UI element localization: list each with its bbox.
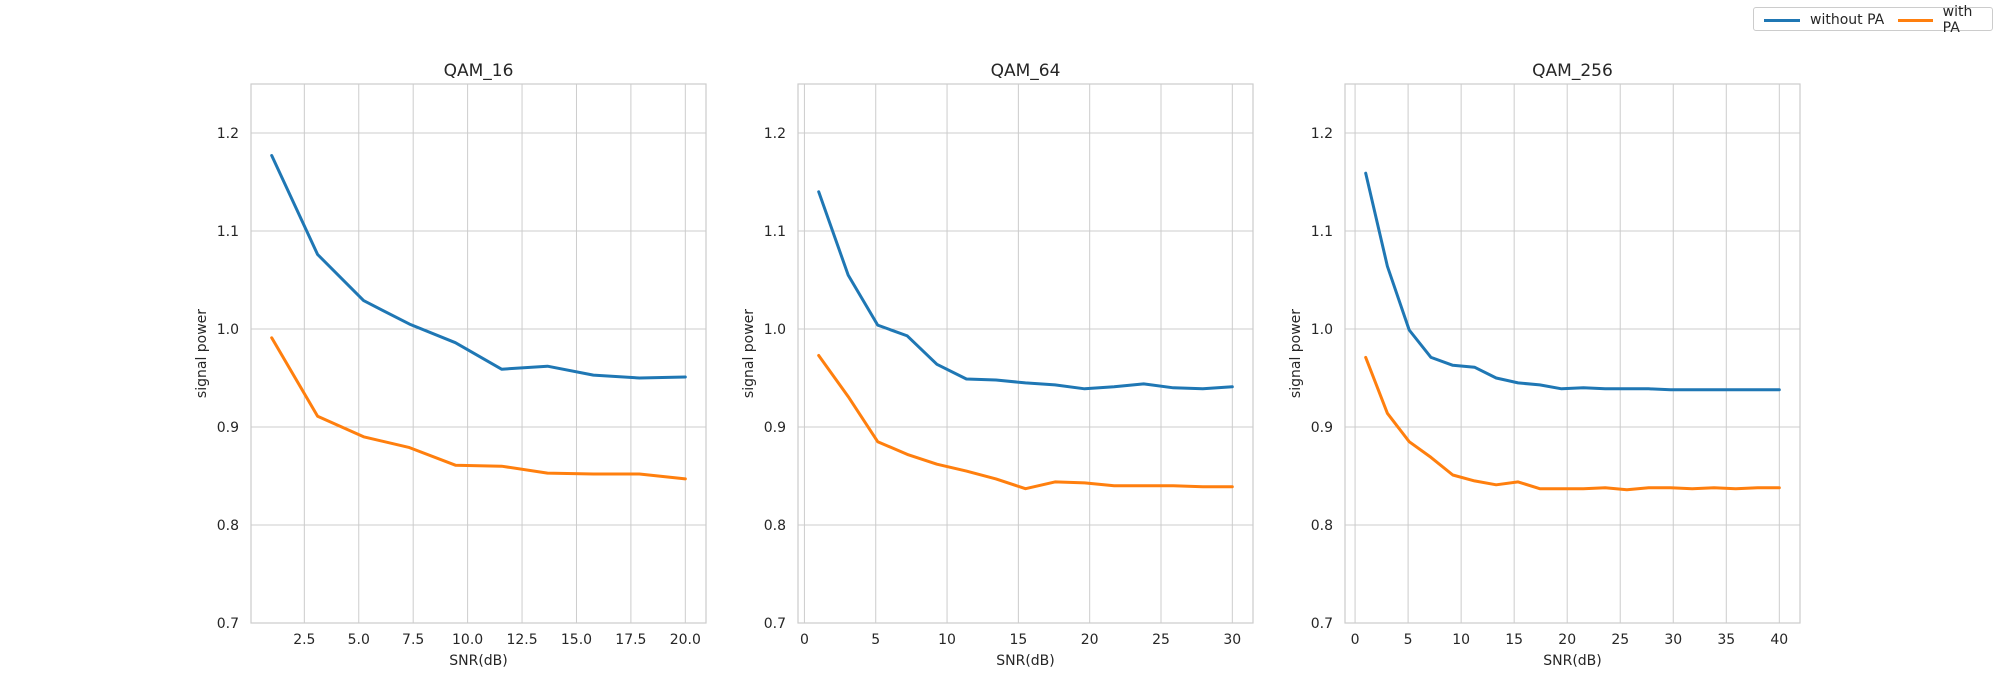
x-tick-label: 10 <box>938 632 956 648</box>
plot-frame <box>250 83 707 624</box>
x-tick-label: 20.0 <box>670 632 701 648</box>
legend-label-with-pa: with PA <box>1942 4 1973 36</box>
series-line-with-pa <box>817 354 1234 491</box>
x-tick-label: 15 <box>1009 632 1027 648</box>
x-tick-label: 30 <box>1664 632 1682 648</box>
x-tick-label: 20 <box>1081 632 1099 648</box>
y-tick-label: 0.7 <box>764 616 786 632</box>
y-tick-label: 1.1 <box>764 224 786 240</box>
y-tick-label: 1.2 <box>764 126 786 142</box>
series-line-with-pa <box>1364 355 1781 492</box>
y-tick-label: 0.7 <box>217 616 239 632</box>
x-tick-label: 15 <box>1505 632 1523 648</box>
x-tick-label: 0 <box>1351 632 1360 648</box>
y-tick-label: 0.9 <box>764 420 786 436</box>
y-tick-label: 0.9 <box>1311 420 1333 436</box>
x-tick-label: 25 <box>1611 632 1629 648</box>
chart-title: QAM_16 <box>444 61 514 81</box>
x-tick-label: 40 <box>1770 632 1788 648</box>
legend-item-with-pa: with PA <box>1898 4 1992 36</box>
y-tick-label: 1.0 <box>764 322 786 338</box>
y-tick-label: 0.8 <box>217 518 239 534</box>
x-tick-label: 17.5 <box>615 632 646 648</box>
chart-title: QAM_64 <box>991 61 1061 81</box>
y-axis-label: signal power <box>1288 309 1304 398</box>
y-tick-label: 0.8 <box>1311 518 1333 534</box>
x-tick-label: 7.5 <box>402 632 424 648</box>
y-tick-label: 0.9 <box>217 420 239 436</box>
x-axis-label: SNR(dB) <box>996 653 1055 669</box>
series-line-without-pa <box>1364 171 1781 392</box>
subplot-qam_64: 0.7 0.8 0.9 1.0 1.1 1.2 0 5 10 15 20 25 30 QAM_64 SNR(… <box>741 61 1254 669</box>
x-axis-label: SNR(dB) <box>449 653 508 669</box>
legend-swatch-with-pa <box>1898 18 1933 22</box>
x-tick-label: 0 <box>800 632 809 648</box>
y-tick-label: 1.1 <box>217 224 239 240</box>
subplot-qam_256: 0.7 0.8 0.9 1.0 1.1 1.2 0 5 10 15 20 25 30 35 40 QAM_25… <box>1288 61 1801 669</box>
y-tick-label: 1.1 <box>1311 224 1333 240</box>
y-axis-label: signal power <box>741 309 757 398</box>
series-line-without-pa <box>270 154 687 380</box>
x-tick-label: 15.0 <box>561 632 592 648</box>
y-tick-label: 1.0 <box>217 322 239 338</box>
x-tick-label: 5.0 <box>348 632 370 648</box>
y-tick-label: 0.7 <box>1311 616 1333 632</box>
y-axis-label: signal power <box>194 309 210 398</box>
y-tick-label: 0.8 <box>764 518 786 534</box>
x-tick-label: 20 <box>1558 632 1576 648</box>
x-tick-label: 12.5 <box>506 632 537 648</box>
series-line-without-pa <box>817 190 1234 391</box>
x-tick-label: 5 <box>1404 632 1413 648</box>
x-tick-label: 5 <box>871 632 880 648</box>
subplot-qam_16: 0.7 0.8 0.9 1.0 1.1 1.2 2.5 5.0 7.5 10.0 12.5 15.0 1… <box>194 61 707 669</box>
y-tick-label: 1.2 <box>1311 126 1333 142</box>
y-tick-label: 1.2 <box>217 126 239 142</box>
chart-title: QAM_256 <box>1532 61 1613 81</box>
legend-item-without-pa: without PA <box>1764 11 1884 29</box>
x-tick-label: 25 <box>1152 632 1170 648</box>
legend: without PA with PA <box>1753 4 1993 36</box>
x-tick-label: 35 <box>1717 632 1735 648</box>
plot-frame <box>1344 83 1801 624</box>
x-tick-label: 2.5 <box>293 632 315 648</box>
legend-label-without-pa: without PA <box>1810 12 1885 28</box>
x-tick-label: 10 <box>1452 632 1470 648</box>
x-tick-label: 10.0 <box>452 632 483 648</box>
x-tick-label: 30 <box>1223 632 1241 648</box>
y-tick-label: 1.0 <box>1311 322 1333 338</box>
legend-swatch-without-pa <box>1764 18 1800 22</box>
series-line-with-pa <box>270 336 687 481</box>
x-axis-label: SNR(dB) <box>1543 653 1602 669</box>
plot-frame <box>797 83 1254 624</box>
